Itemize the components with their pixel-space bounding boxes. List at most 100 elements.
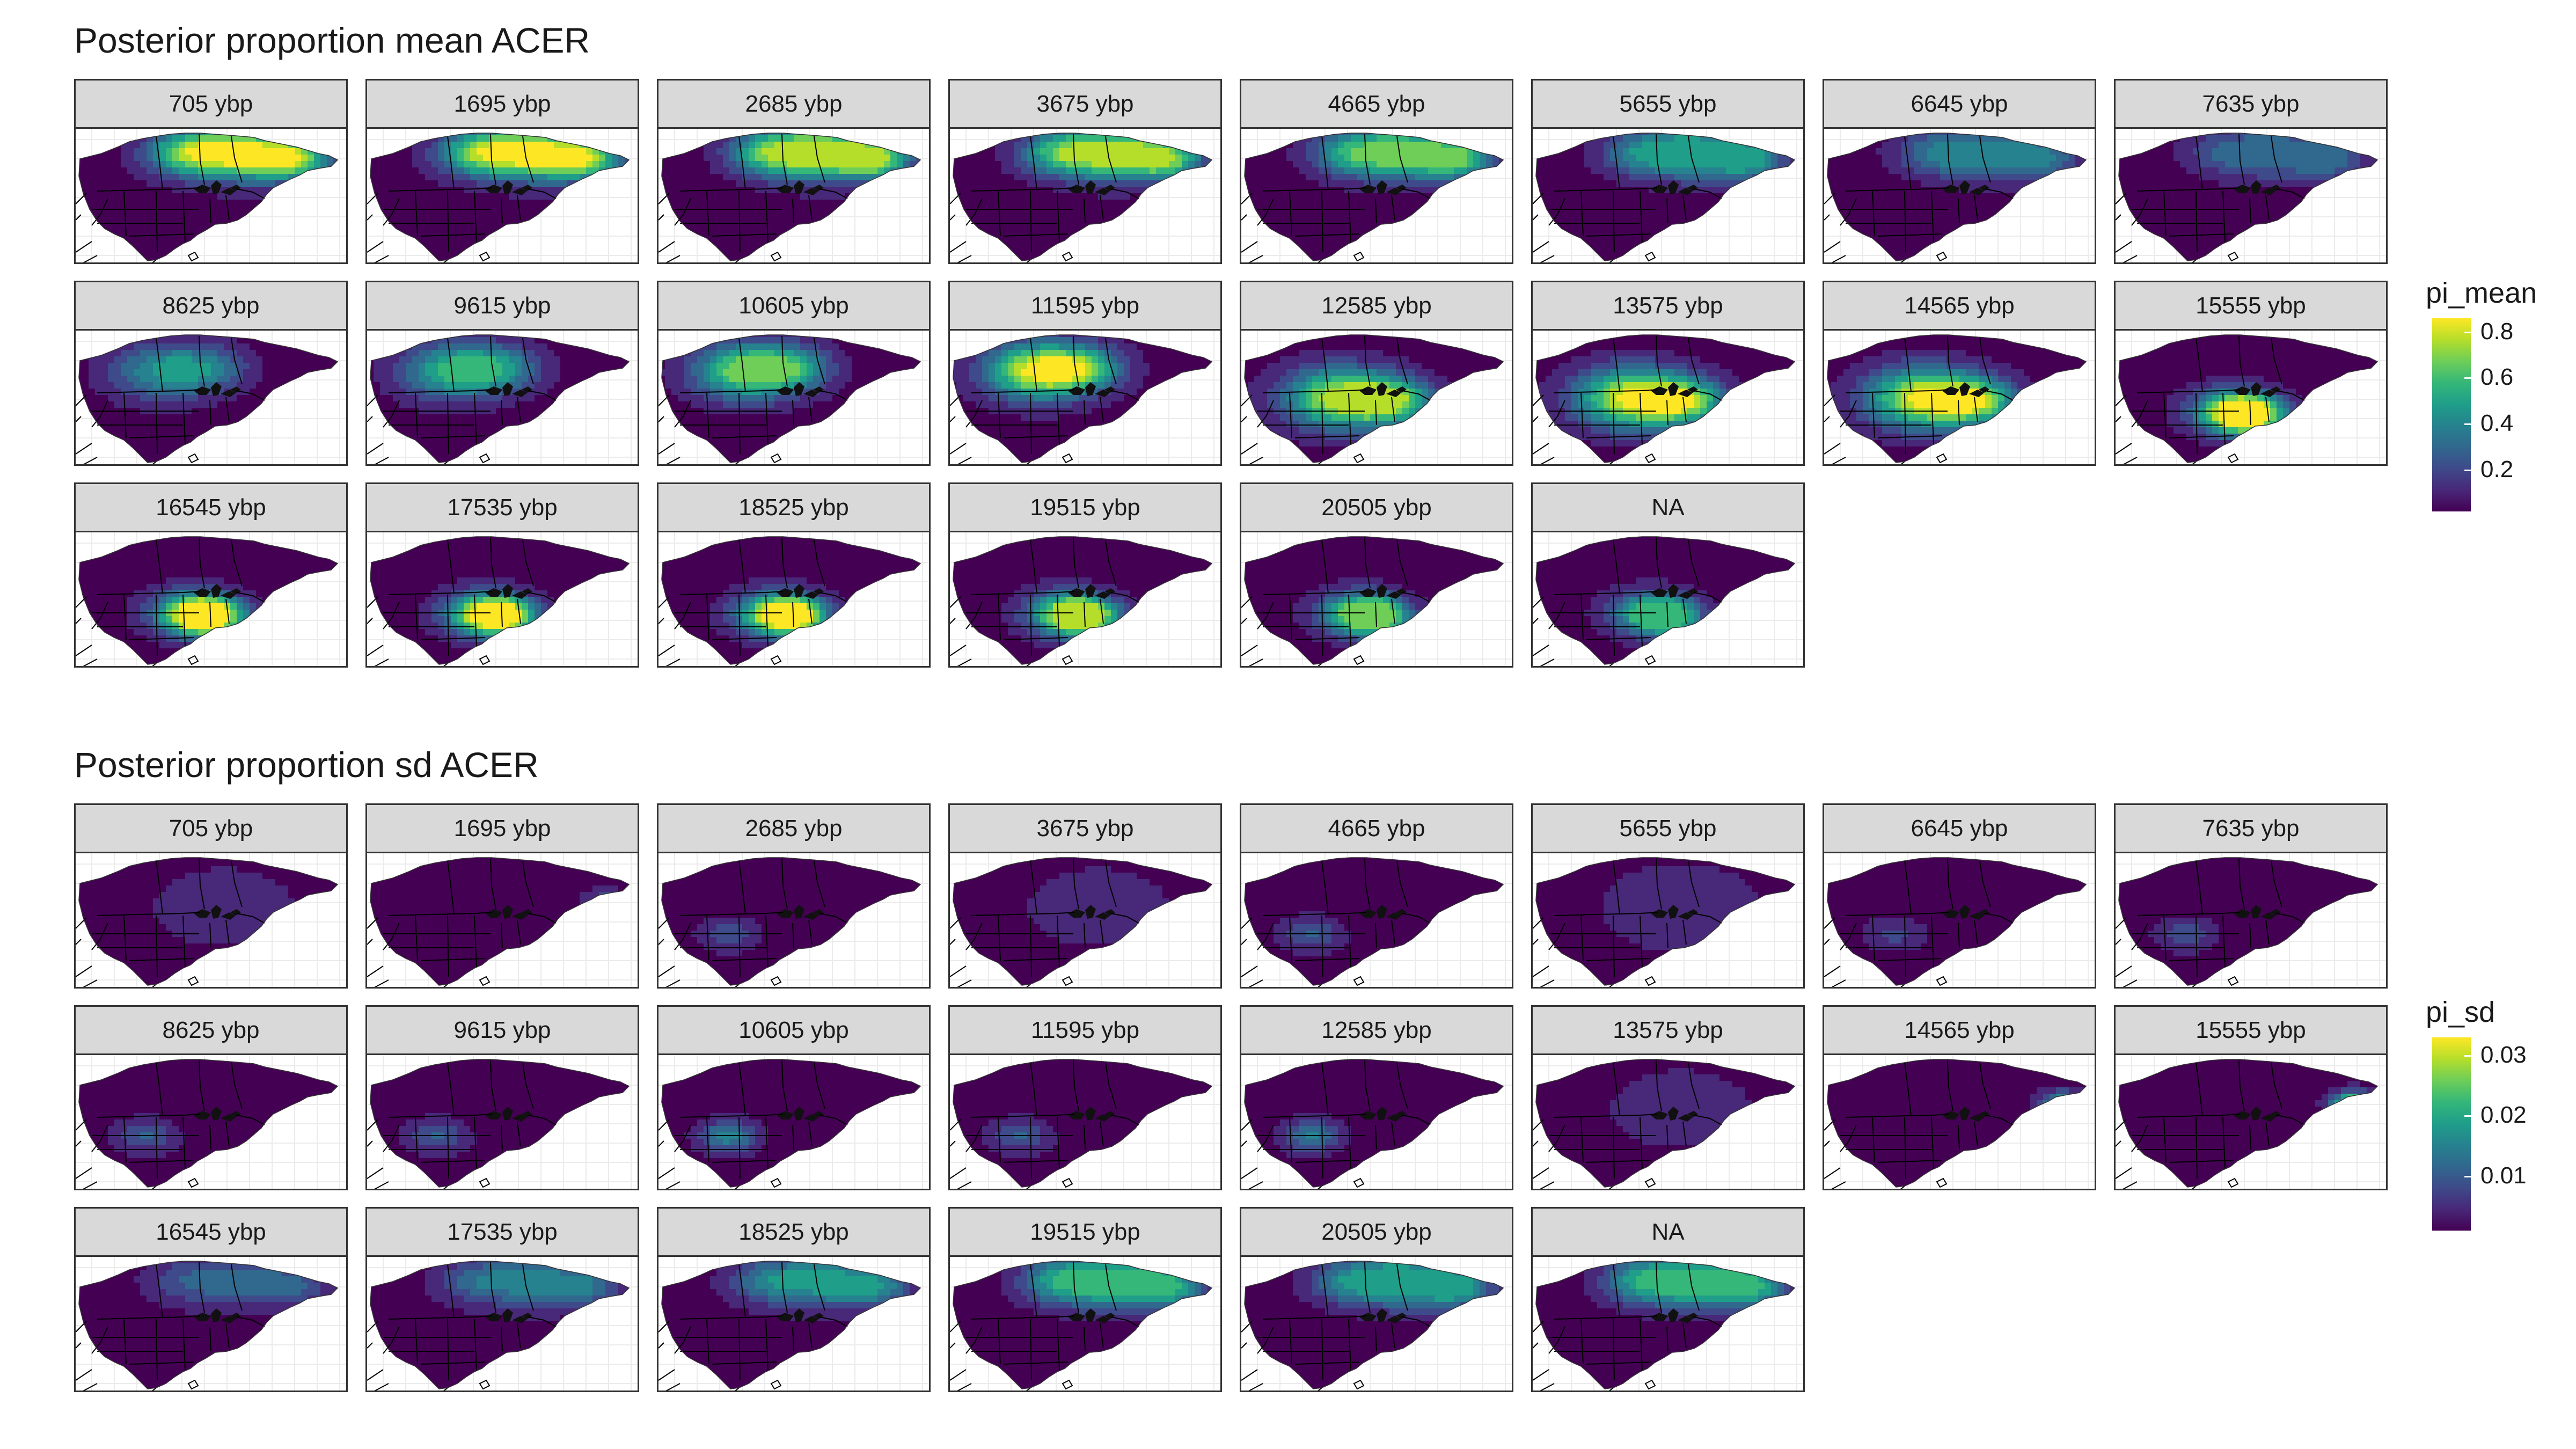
map-plot [658,129,929,262]
political-boundaries [1533,1059,1796,1189]
great-lakes [485,905,532,920]
great-lakes [485,584,532,599]
facet-panel: 19515 ybp [948,482,1222,668]
facet-panel: 6645 ybp [1823,803,2096,989]
map-raster [370,133,629,261]
map-raster [662,537,920,664]
colorbar-tick-label: 0.4 [2480,410,2513,437]
great-lakes [1651,180,1698,195]
facet-strip-label: 4665 ybp [1241,805,1512,853]
political-boundaries [1533,857,1796,987]
facet-panel: 15555 ybp [2114,1005,2388,1190]
map-raster [1245,1261,1503,1389]
map-raster [953,335,1212,463]
map-plot [1824,331,2095,464]
facet-strip-label: 10605 ybp [658,282,929,331]
great-lakes [1651,1308,1698,1323]
political-boundaries [658,1261,921,1391]
political-boundaries [1241,1059,1504,1189]
colorbar-tick-label: 0.2 [2480,456,2513,483]
political-boundaries [367,1261,630,1391]
facet-strip-label: 3675 ybp [950,805,1220,853]
map-plot [1241,1055,1512,1189]
facet-panel: 17535 ybp [365,1207,639,1392]
map-raster [953,133,1212,261]
map-raster [79,537,338,664]
facet-panel: 20505 ybp [1240,482,1513,668]
great-lakes [2234,905,2281,920]
facet-strip-label: 18525 ybp [658,1209,929,1257]
political-boundaries [658,857,921,987]
facet-panel: 9615 ybp [365,281,639,466]
political-boundaries [1241,1261,1504,1391]
political-boundaries [1241,857,1504,987]
facet-panel: NA [1531,1207,1805,1392]
facet-panel: 8625 ybp [74,281,348,466]
facet-panel: 16545 ybp [74,1207,348,1392]
political-boundaries [1824,857,2087,987]
political-boundaries [1533,334,1796,464]
great-lakes [194,584,241,599]
map-plot [1533,532,1803,666]
facet-strip-label: 19515 ybp [950,1209,1220,1257]
colorbar-tick [2464,1115,2471,1117]
colorbar-tick [2464,377,2471,379]
political-boundaries [1241,334,1504,464]
map-plot [950,331,1220,464]
map-plot [367,853,638,987]
map-raster [662,858,920,985]
facet-strip-label: 12585 ybp [1241,1007,1512,1055]
facet-strip-label: 17535 ybp [367,1209,638,1257]
facet-panel: 4665 ybp [1240,803,1513,989]
map-plot [658,1055,929,1189]
map-plot [76,129,346,262]
great-lakes [1942,905,1989,920]
colorbar-tick-label: 0.01 [2480,1162,2527,1189]
map-raster [2119,133,2377,261]
political-boundaries [76,1059,339,1189]
facet-panel: 6645 ybp [1823,79,2096,264]
facet-strip-label: 1695 ybp [367,80,638,129]
facet-strip-label: 16545 ybp [76,1209,346,1257]
map-raster [2119,1059,2377,1187]
map-raster [370,537,629,664]
political-boundaries [1824,133,2087,262]
map-plot [2116,331,2386,464]
great-lakes [485,382,532,397]
great-lakes [1068,905,1115,920]
facet-panel: 3675 ybp [948,803,1222,989]
facet-strip-label: 6645 ybp [1824,80,2095,129]
facet-panel: 8625 ybp [74,1005,348,1190]
map-plot [950,853,1220,987]
map-plot [1241,1257,1512,1391]
political-boundaries [1824,1059,2087,1189]
great-lakes [777,382,824,397]
facet-panel: 10605 ybp [657,281,931,466]
political-boundaries [367,857,630,987]
great-lakes [2234,382,2281,397]
political-boundaries [658,133,921,262]
facet-panel: 1695 ybp [365,79,639,264]
map-plot [658,532,929,666]
political-boundaries [658,536,921,666]
legend-title: pi_sd [2426,996,2495,1029]
great-lakes [194,1308,241,1323]
map-plot [1241,532,1512,666]
political-boundaries [1241,133,1504,262]
facet-panel: 17535 ybp [365,482,639,668]
facet-panel: 705 ybp [74,803,348,989]
map-plot [950,129,1220,262]
great-lakes [1942,1107,1989,1122]
map-raster [1245,537,1503,664]
facet-strip-label: 5655 ybp [1533,805,1803,853]
great-lakes [1359,180,1407,195]
colorbar-tick [2464,331,2471,333]
map-plot [1824,1055,2095,1189]
map-raster [79,1059,338,1187]
great-lakes [194,180,241,195]
map-plot [76,1257,346,1391]
map-plot [1241,129,1512,262]
facet-strip-label: NA [1533,1209,1803,1257]
facet-panel: 20505 ybp [1240,1207,1513,1392]
map-raster [79,133,338,261]
